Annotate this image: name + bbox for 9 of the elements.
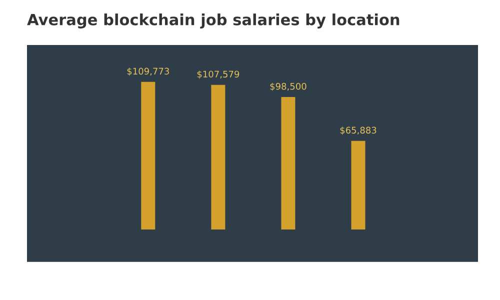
data-label: $98,500 [270,82,306,91]
bar [351,140,366,230]
chart-title: Average blockchain job salaries by location [27,14,400,28]
bar [211,84,226,230]
bar [281,97,296,230]
data-label: $107,579 [197,70,240,79]
bar [141,82,156,230]
data-label: $65,883 [340,126,376,135]
data-label: $109,773 [127,68,169,76]
